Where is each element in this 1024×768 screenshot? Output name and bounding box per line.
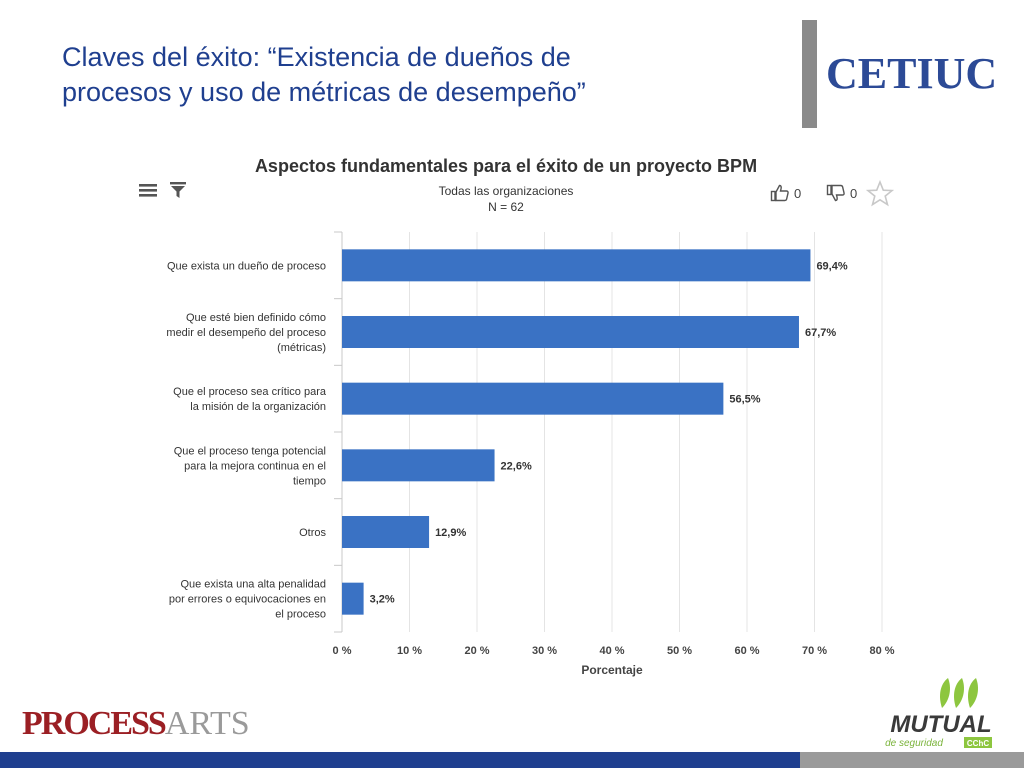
processarts-logo: PROCESSARTS: [22, 704, 250, 744]
category-label: para la mejora continua en el: [184, 460, 326, 472]
bar: [342, 382, 724, 415]
x-tick-label: 30 %: [532, 645, 557, 657]
x-tick-label: 60 %: [734, 645, 759, 657]
data-label: 22,6%: [501, 460, 532, 472]
category-label: medir el desempeño del proceso: [166, 327, 326, 339]
bar-chart: Aspectos fundamentales para el éxito de …: [166, 156, 894, 677]
category-label: el proceso: [275, 609, 326, 621]
cetiuc-logo: CETIUC: [826, 49, 998, 98]
mutual-logo: MUTUAL de seguridad CChC: [885, 678, 992, 749]
x-tick-label: 50 %: [667, 645, 692, 657]
category-label: Otros: [299, 527, 326, 539]
category-label: Que el proceso sea crítico para: [173, 386, 327, 398]
chart-title: Aspectos fundamentales para el éxito de …: [255, 156, 757, 176]
category-label: la misión de la organización: [190, 401, 326, 413]
dislike-control[interactable]: 0: [826, 183, 857, 203]
bar: [342, 516, 430, 548]
category-label: (métricas): [277, 342, 326, 354]
bar: [342, 249, 811, 282]
category-label: Que exista una alta penalidad: [180, 579, 326, 591]
filter-icon[interactable]: [168, 180, 188, 200]
data-label: 56,5%: [729, 394, 760, 406]
data-label: 3,2%: [370, 594, 395, 606]
footer-bar-accent: [800, 752, 1024, 768]
data-label: 67,7%: [805, 327, 836, 339]
mutual-logo-text: MUTUAL: [890, 711, 991, 738]
category-label: Que el proceso tenga potencial: [174, 445, 326, 457]
data-label: 69,4%: [816, 260, 847, 272]
mutual-leaf-icon: [940, 678, 978, 708]
bar: [342, 582, 364, 615]
like-count: 0: [794, 185, 802, 201]
mutual-badge-text: CChC: [967, 739, 989, 748]
footer-bar: [0, 752, 800, 768]
mutual-logo-subtext: de seguridad: [885, 738, 943, 749]
category-label: por errores o equivocaciones en: [169, 594, 326, 606]
x-tick-label: 80 %: [869, 645, 894, 657]
x-tick-label: 0 %: [333, 645, 352, 657]
x-tick-label: 40 %: [599, 645, 624, 657]
thumbs-up-icon[interactable]: [770, 183, 790, 203]
chart-toolbar: [138, 180, 188, 200]
like-control[interactable]: 0: [770, 183, 801, 203]
slide-title-line-2: procesos y uso de métricas de desempeño”: [62, 77, 586, 107]
dislike-count: 0: [850, 185, 858, 201]
bar: [342, 449, 495, 482]
x-axis-label: Porcentaje: [581, 663, 643, 677]
bar: [342, 316, 799, 348]
category-label: Que esté bien definido cómo: [186, 312, 326, 324]
slide-title-line-1: Claves del éxito: “Existencia de dueños …: [62, 42, 571, 72]
category-label: Que exista un dueño de proceso: [167, 260, 326, 272]
data-label: 12,9%: [435, 527, 466, 539]
star-icon[interactable]: [866, 180, 894, 208]
chart-subtitle-line-1: Todas las organizaciones: [439, 184, 574, 198]
slide-title: Claves del éxito: “Existencia de dueños …: [62, 40, 762, 110]
processarts-logo-part2: ARTS: [164, 705, 250, 742]
chart-subtitle-line-2: N = 62: [488, 200, 524, 214]
x-tick-label: 20 %: [464, 645, 489, 657]
logo-divider: [802, 20, 817, 128]
category-label: tiempo: [293, 475, 326, 487]
x-tick-label: 10 %: [397, 645, 422, 657]
processarts-logo-part1: PROCESS: [22, 705, 167, 742]
x-tick-label: 70 %: [802, 645, 827, 657]
mutual-badge: [964, 737, 992, 748]
menu-icon[interactable]: [138, 180, 158, 200]
thumbs-down-icon[interactable]: [826, 183, 846, 203]
